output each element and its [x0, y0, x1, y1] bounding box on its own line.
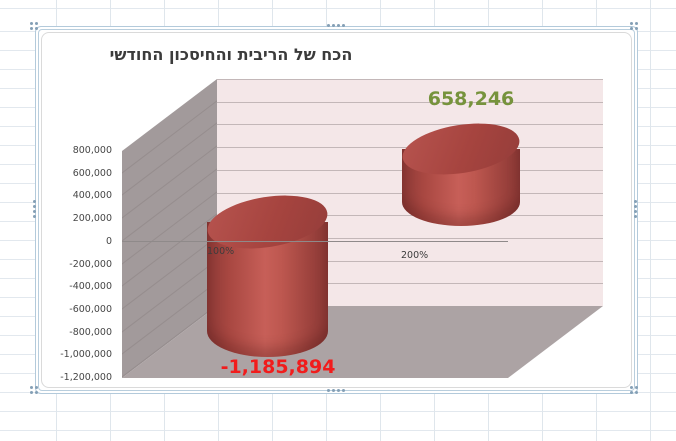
y-axis-label: -400,000: [69, 281, 112, 293]
gridline: [217, 283, 603, 285]
selection-handle-bottom-mid[interactable]: [327, 389, 345, 392]
category-label-100pct[interactable]: 100%: [207, 246, 235, 257]
y-axis-label: 200,000: [72, 213, 112, 225]
y-axis: 800,000 600,000 400,000 200,000 0 -200,000 -40…: [28, 0, 112, 441]
selection-handle-top-right[interactable]: [630, 22, 638, 30]
selection-handle-right-mid[interactable]: [634, 200, 637, 218]
y-axis-label: -1,000,000: [60, 349, 112, 361]
gridline: [217, 124, 603, 126]
chart-title[interactable]: הכח של הריבית והחיסכון החודשי: [109, 45, 353, 64]
y-axis-label: -600,000: [69, 303, 112, 315]
data-label-positive[interactable]: 658,246: [427, 88, 515, 110]
y-axis-label: 0: [105, 235, 112, 247]
y-axis-label: -1,200,000: [60, 372, 112, 383]
y-axis-label: -200,000: [69, 258, 112, 270]
selection-handle-top-mid[interactable]: [327, 24, 345, 27]
gridline: [217, 79, 603, 80]
selection-handle-bottom-left[interactable]: [30, 386, 38, 394]
selection-handle-bottom-right[interactable]: [630, 386, 638, 394]
gridline: [217, 101, 603, 103]
gridline: [217, 237, 603, 239]
chart-floor: [122, 306, 603, 378]
category-axis-line: [122, 241, 508, 242]
data-label-negative[interactable]: -1,185,894: [220, 356, 336, 378]
y-axis-label: 600,000: [72, 167, 112, 179]
gridline: [217, 215, 603, 217]
y-axis-label: 400,000: [72, 190, 112, 202]
category-label-200pct[interactable]: 200%: [401, 250, 429, 261]
y-axis-label: -800,000: [69, 326, 112, 338]
selection-handle-left-mid[interactable]: [33, 200, 36, 218]
selection-handle-top-left[interactable]: [30, 22, 38, 30]
gridline: [217, 260, 603, 262]
y-axis-label: 800,000: [72, 145, 112, 156]
